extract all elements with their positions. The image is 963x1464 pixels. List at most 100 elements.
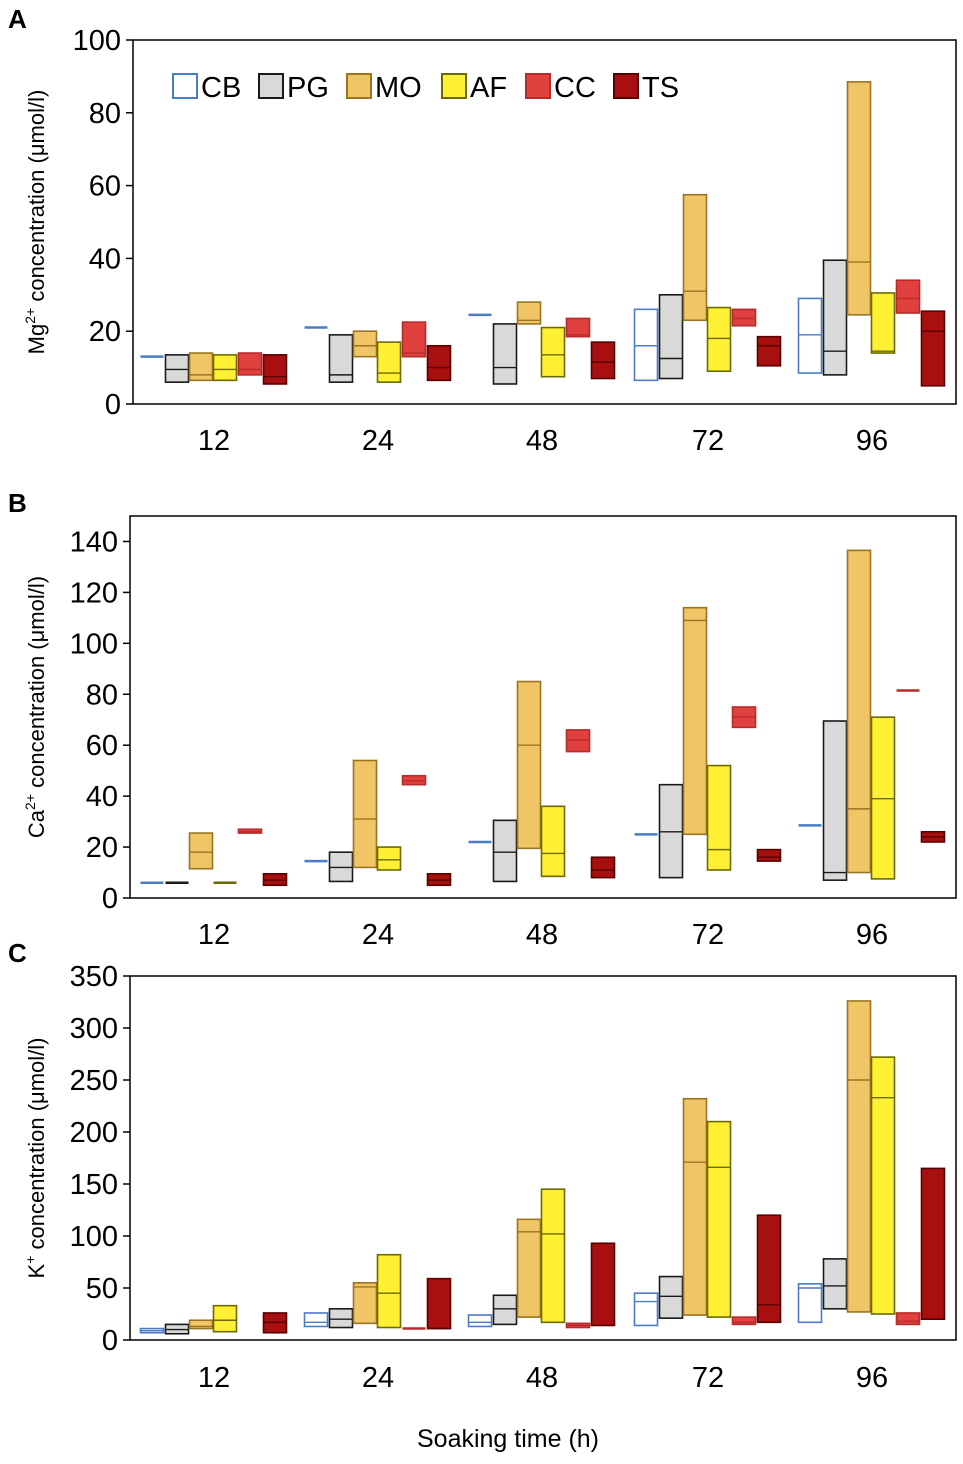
- y-tick-label: 60: [89, 171, 121, 203]
- bar-af: [870, 1056, 896, 1315]
- bar-mo: [516, 1218, 542, 1318]
- bar-mo: [188, 352, 214, 382]
- legend-item-ts: TS: [613, 72, 679, 104]
- legend-label: AF: [470, 72, 507, 104]
- y-axis-title-ion: Mg: [24, 324, 49, 355]
- bar-af: [540, 805, 566, 878]
- x-tick-label: 96: [856, 425, 888, 457]
- y-axis-title-ion: K: [24, 1263, 49, 1278]
- bar-cc: [731, 308, 757, 327]
- bar-cb: [797, 297, 823, 374]
- y-tick-label: 0: [105, 389, 121, 421]
- bar-pg: [822, 720, 848, 881]
- y-tick-label: 0: [102, 1325, 118, 1357]
- y-axis-title-charge: 2+: [22, 308, 38, 324]
- bar-af: [540, 1188, 566, 1324]
- legend-swatch: [258, 73, 284, 99]
- legend-swatch: [346, 73, 372, 99]
- y-axis-title-ion: Ca: [24, 809, 49, 838]
- y-tick-label: 50: [86, 1273, 118, 1305]
- x-tick-label: 48: [526, 919, 558, 951]
- y-tick-label: 350: [70, 961, 118, 993]
- y-tick-label: 40: [86, 781, 118, 813]
- bar-pg: [164, 354, 190, 383]
- y-tick-label: 20: [86, 832, 118, 864]
- plot-frame: [129, 975, 957, 1341]
- bar-mo: [516, 680, 542, 850]
- bar-cb: [467, 1314, 493, 1328]
- legend-label: MO: [375, 72, 422, 104]
- bar-mo: [682, 606, 708, 836]
- bar-mo: [352, 1282, 378, 1325]
- x-tick-label: 24: [362, 919, 394, 951]
- bar-af: [706, 1120, 732, 1318]
- bar-af: [540, 326, 566, 378]
- x-tick-label: 24: [362, 425, 394, 457]
- bar-mo: [352, 759, 378, 869]
- y-tick-label: 200: [70, 1117, 118, 1149]
- x-tick-label: 96: [856, 1362, 888, 1394]
- x-tick-label: 24: [362, 1362, 394, 1394]
- legend: CB PG MO AF CC TS: [172, 72, 679, 104]
- bar-ts: [920, 310, 946, 387]
- y-tick-label: 20: [89, 316, 121, 348]
- bar-ts: [756, 335, 782, 367]
- bar-cc: [895, 1312, 921, 1326]
- panel-letter: A: [8, 4, 27, 34]
- bar-pg: [658, 1275, 684, 1319]
- bar-af: [706, 306, 732, 373]
- y-axis-title: Mg2+ concentration (μmol/l): [22, 90, 49, 355]
- x-tick-label: 48: [526, 425, 558, 457]
- x-tick-label: 48: [526, 1362, 558, 1394]
- y-tick-label: 300: [70, 1013, 118, 1045]
- bar-mo: [682, 193, 708, 322]
- y-tick-label: 100: [70, 1221, 118, 1253]
- panel-c: C 0 50 100 150 200 250 300 350 K+ concentration (…: [8, 938, 957, 1394]
- bar-af: [376, 1253, 402, 1329]
- bar-ts: [590, 856, 616, 879]
- bar-pg: [492, 323, 518, 385]
- y-axis-title-units: concentration (μmol/l): [24, 576, 49, 794]
- legend-item-cb: CB: [172, 72, 241, 104]
- legend-label: PG: [287, 72, 329, 104]
- x-axis-title: Soaking time (h): [417, 1425, 599, 1453]
- panel-b: B 0 20 40 60 80 100 120 140 Ca2+ concentration (μ…: [8, 488, 957, 951]
- legend-item-af: AF: [441, 72, 507, 104]
- bar-pg: [328, 334, 354, 383]
- bar-cc: [401, 321, 427, 358]
- bar-af: [376, 846, 402, 871]
- x-tick-label: 12: [198, 425, 230, 457]
- y-tick-label: 140: [70, 526, 118, 558]
- y-tick-label: 80: [86, 679, 118, 711]
- legend-swatch: [441, 73, 467, 99]
- bar-mo: [516, 301, 542, 325]
- panel-a: A 0 20 40 60 80 100 Mg2+ concentration (μmol/l)…: [8, 4, 957, 457]
- x-tick-label: 12: [198, 1362, 230, 1394]
- bar-af: [212, 354, 238, 382]
- legend-label: CC: [554, 72, 596, 104]
- y-tick-label: 80: [89, 98, 121, 130]
- bar-pg: [822, 259, 848, 376]
- y-axis-title-units: concentration (μmol/l): [24, 90, 49, 308]
- bar-cc: [565, 317, 591, 338]
- bar-ts: [590, 341, 616, 380]
- bar-pg: [492, 1294, 518, 1326]
- bar-pg: [328, 1308, 354, 1329]
- bar-mo: [682, 1097, 708, 1316]
- bar-ts: [426, 344, 452, 382]
- bar-af: [870, 292, 896, 354]
- bar-af: [212, 1304, 238, 1333]
- bar-pg: [658, 293, 684, 380]
- bar-cc: [731, 1316, 757, 1326]
- legend-item-cc: CC: [525, 72, 596, 104]
- bar-ts: [920, 1167, 946, 1321]
- y-tick-label: 0: [102, 883, 118, 915]
- legend-label: TS: [642, 72, 679, 104]
- bar-pg: [492, 819, 518, 883]
- panel-letter: B: [8, 488, 27, 518]
- bar-cc: [237, 352, 263, 376]
- y-axis-title: K+ concentration (μmol/l): [22, 1038, 49, 1279]
- bar-mo: [846, 1000, 872, 1313]
